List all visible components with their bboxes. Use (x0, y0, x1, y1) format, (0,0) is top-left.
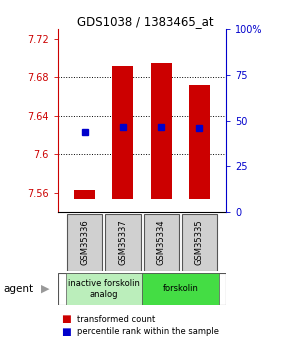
Text: ▶: ▶ (41, 284, 49, 294)
Bar (74, 190, 95, 199)
Text: agent: agent (3, 284, 33, 294)
Text: transformed count: transformed count (77, 315, 155, 324)
Text: GSM35337: GSM35337 (119, 219, 128, 265)
Text: GSM35336: GSM35336 (80, 219, 89, 265)
Bar (105, 214, 141, 271)
Bar (151, 63, 172, 199)
Bar (113, 66, 133, 199)
Bar (66, 273, 142, 305)
Text: GDS1038 / 1383465_at: GDS1038 / 1383465_at (77, 16, 213, 29)
Bar (144, 214, 179, 271)
Text: forskolin: forskolin (162, 284, 198, 294)
Text: GSM35334: GSM35334 (157, 219, 166, 265)
Text: inactive forskolin
analog: inactive forskolin analog (68, 279, 140, 299)
Text: percentile rank within the sample: percentile rank within the sample (77, 327, 219, 336)
Bar (142, 273, 219, 305)
Bar (67, 214, 102, 271)
Text: ■: ■ (61, 327, 71, 337)
Bar (189, 85, 210, 199)
Text: ■: ■ (61, 314, 71, 324)
Bar (182, 214, 217, 271)
Text: GSM35335: GSM35335 (195, 219, 204, 265)
